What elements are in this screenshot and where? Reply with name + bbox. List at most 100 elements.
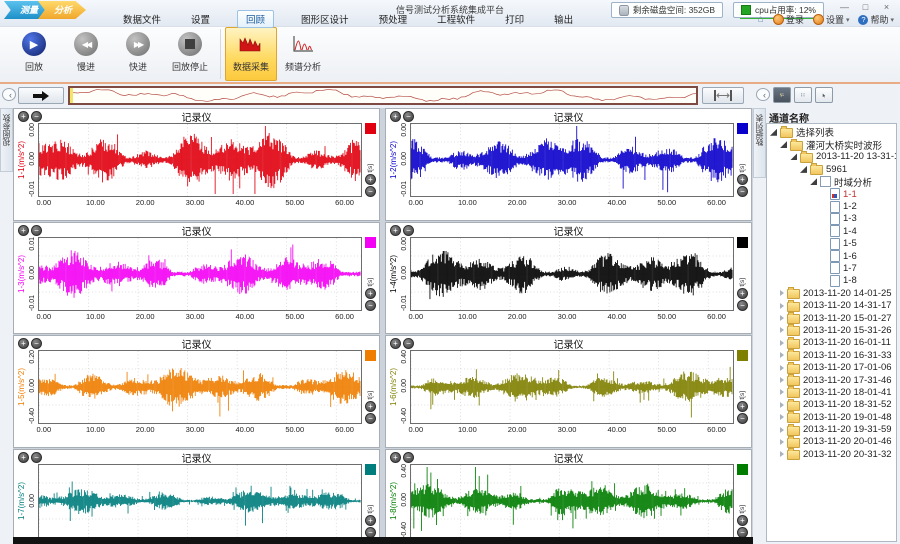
- tree-item-2013-11-20 15-01-27[interactable]: 2013-11-20 15-01-27: [767, 312, 896, 325]
- time-axis-zoom-out-button[interactable]: −: [365, 186, 376, 197]
- collapsed-arrow-icon[interactable]: [780, 426, 784, 433]
- collapsed-arrow-icon[interactable]: [780, 302, 784, 309]
- expanded-arrow-icon[interactable]: [800, 165, 807, 173]
- tree-item-1-1[interactable]: 1-1: [767, 188, 896, 201]
- menu-item-1[interactable]: 设置: [191, 15, 211, 26]
- tree-view-button[interactable]: [773, 87, 791, 103]
- tree-item-2013-11-20 18-01-41[interactable]: 2013-11-20 18-01-41: [767, 386, 896, 399]
- plot-area[interactable]: [38, 123, 362, 197]
- chart-zoom-out-button[interactable]: −: [403, 338, 414, 349]
- tree-item-2013-11-20 20-31-32[interactable]: 2013-11-20 20-31-32: [767, 448, 896, 461]
- chart-zoom-in-button[interactable]: +: [390, 111, 401, 122]
- position-marker-button[interactable]: [18, 87, 64, 104]
- tree-item-1-4[interactable]: 1-4: [767, 225, 896, 238]
- plot-area[interactable]: [38, 236, 362, 311]
- chart-zoom-in-button[interactable]: +: [390, 224, 401, 236]
- close-button[interactable]: ×: [883, 2, 890, 12]
- collapsed-arrow-icon[interactable]: [780, 389, 784, 396]
- tree-item-2013-11-20 16-01-11[interactable]: 2013-11-20 16-01-11: [767, 336, 896, 349]
- collapsed-arrow-icon[interactable]: [780, 315, 784, 322]
- tree-item-2013-11-20 14-01-25[interactable]: 2013-11-20 14-01-25: [767, 287, 896, 300]
- tree-item-5961[interactable]: 5961: [767, 163, 896, 176]
- menu-item-3[interactable]: 图形区设计: [301, 15, 349, 26]
- toolbar-button-慢进[interactable]: ◀◀ 慢进: [60, 27, 112, 81]
- chart-zoom-in-button[interactable]: +: [18, 224, 29, 236]
- chart-zoom-in-button[interactable]: +: [390, 451, 401, 463]
- plot-area[interactable]: [38, 463, 362, 537]
- tree-item-时域分析[interactable]: 时域分析: [767, 176, 896, 189]
- collapsed-arrow-icon[interactable]: [780, 339, 784, 346]
- logo-tab-analyze[interactable]: 分析: [38, 1, 87, 19]
- time-axis-zoom-in-button[interactable]: +: [365, 401, 376, 412]
- checkbox[interactable]: [820, 176, 831, 188]
- tree-item-1-3[interactable]: 1-3: [767, 212, 896, 225]
- time-axis-zoom-out-button[interactable]: −: [365, 299, 376, 311]
- chart-zoom-in-button[interactable]: +: [18, 451, 29, 463]
- minimize-button[interactable]: —: [840, 2, 849, 12]
- chart-zoom-out-button[interactable]: −: [31, 111, 42, 122]
- plot-area[interactable]: [410, 123, 734, 197]
- time-axis-zoom-out-button[interactable]: −: [737, 526, 748, 537]
- time-axis-zoom-in-button[interactable]: +: [365, 514, 376, 526]
- time-axis-zoom-in-button[interactable]: +: [737, 287, 748, 299]
- collapsed-arrow-icon[interactable]: [780, 414, 784, 421]
- tree-item-2013-11-20 20-01-46[interactable]: 2013-11-20 20-01-46: [767, 435, 896, 448]
- chart-zoom-out-button[interactable]: −: [31, 224, 42, 236]
- time-axis-zoom-in-button[interactable]: +: [365, 174, 376, 185]
- collapsed-arrow-icon[interactable]: [780, 377, 784, 383]
- right-panel-tab[interactable]: 数据列表: [753, 108, 766, 178]
- time-axis-zoom-in-button[interactable]: +: [737, 514, 748, 526]
- tree-item-2013-11-20 13-31-17[interactable]: 2013-11-20 13-31-17: [767, 150, 896, 163]
- tree-item-2013-11-20 15-31-26[interactable]: 2013-11-20 15-31-26: [767, 324, 896, 337]
- toolbar-button-快进[interactable]: ▶▶ 快进: [112, 27, 164, 81]
- collapsed-arrow-icon[interactable]: [780, 401, 784, 408]
- chart-zoom-in-button[interactable]: +: [390, 338, 401, 349]
- collapsed-arrow-icon[interactable]: [780, 327, 784, 334]
- login-button[interactable]: 登录: [772, 13, 804, 26]
- menu-item-5[interactable]: 工程软件: [437, 15, 476, 26]
- tree-item-1-5[interactable]: 1-5: [767, 237, 896, 250]
- tree-item-1-8[interactable]: 1-8: [767, 274, 896, 287]
- time-axis-zoom-out-button[interactable]: −: [737, 299, 748, 311]
- plot-area[interactable]: [410, 236, 734, 311]
- collapsed-arrow-icon[interactable]: [780, 438, 784, 445]
- tree-item-2013-11-20 19-01-48[interactable]: 2013-11-20 19-01-48: [767, 411, 896, 424]
- chart-zoom-out-button[interactable]: −: [31, 451, 42, 463]
- overview-waveform[interactable]: [68, 86, 698, 105]
- expanded-arrow-icon[interactable]: [810, 178, 817, 186]
- help-menu-button[interactable]: ? 帮助 ▾: [858, 13, 894, 26]
- menu-item-7[interactable]: 输出: [554, 15, 574, 26]
- collapsed-arrow-icon[interactable]: [780, 451, 784, 458]
- chart-zoom-in-button[interactable]: +: [18, 338, 29, 349]
- time-range-button[interactable]: [702, 87, 744, 104]
- toolbar-button-回放[interactable]: ▶ 回放: [8, 27, 60, 81]
- pointer-mode-button[interactable]: [815, 87, 833, 103]
- collapsed-arrow-icon[interactable]: [780, 290, 784, 297]
- collapsed-arrow-icon[interactable]: [780, 352, 784, 359]
- tree-item-选择列表[interactable]: 选择列表: [767, 126, 896, 139]
- home-icon[interactable]: ⌂: [757, 14, 764, 25]
- plot-area[interactable]: [410, 463, 734, 537]
- menu-item-4[interactable]: 预处理: [378, 15, 408, 26]
- menu-item-6[interactable]: 打印: [505, 15, 525, 26]
- left-panel-tab[interactable]: 视图参数: [0, 108, 13, 172]
- toolbar-button-频谱分析[interactable]: 频谱分析: [277, 27, 329, 81]
- tree-item-灌河大桥实时波形[interactable]: 灌河大桥实时波形: [767, 138, 896, 152]
- chart-zoom-out-button[interactable]: −: [403, 111, 414, 122]
- list-view-button[interactable]: [794, 87, 812, 103]
- collapse-right-panel-button[interactable]: ‹: [756, 88, 770, 101]
- tree-item-1-7[interactable]: 1-7: [767, 262, 896, 275]
- chart-zoom-in-button[interactable]: +: [18, 111, 29, 122]
- expanded-arrow-icon[interactable]: [780, 141, 787, 149]
- time-axis-zoom-out-button[interactable]: −: [365, 413, 376, 424]
- logo-tab-measure[interactable]: 测量: [4, 1, 53, 19]
- tree-item-1-2[interactable]: 1-2: [767, 200, 896, 213]
- chart-zoom-out-button[interactable]: −: [403, 224, 414, 236]
- tree-item-2013-11-20 14-31-17[interactable]: 2013-11-20 14-31-17: [767, 299, 896, 312]
- time-axis-zoom-out-button[interactable]: −: [737, 413, 748, 424]
- toolbar-button-回放停止[interactable]: 回放停止: [164, 27, 216, 81]
- menu-item-0[interactable]: 数据文件: [123, 15, 162, 26]
- toolbar-button-数据采集[interactable]: 数据采集: [225, 27, 277, 81]
- expanded-arrow-icon[interactable]: [770, 128, 777, 136]
- tree-item-2013-11-20 19-31-59[interactable]: 2013-11-20 19-31-59: [767, 423, 896, 436]
